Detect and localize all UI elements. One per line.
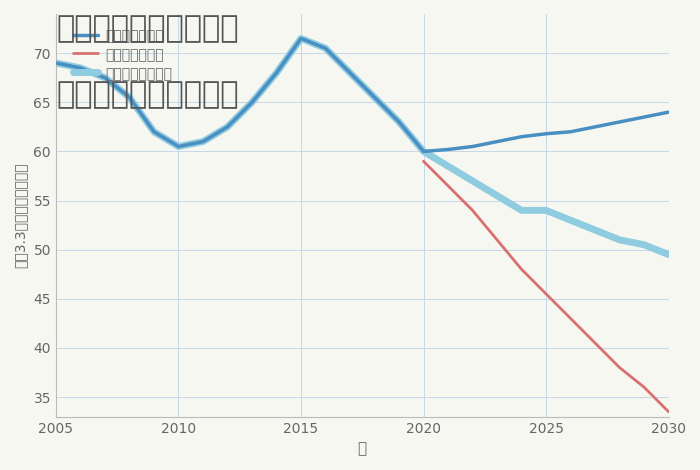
バッドシナリオ — [664, 409, 673, 415]
ノーマルシナリオ — [664, 252, 673, 258]
グッドシナリオ — [664, 110, 673, 115]
グッドシナリオ — [248, 100, 256, 105]
ノーマルシナリオ — [101, 75, 109, 80]
グッドシナリオ — [223, 124, 232, 130]
Line: グッドシナリオ: グッドシナリオ — [56, 39, 668, 151]
X-axis label: 年: 年 — [358, 441, 367, 456]
ノーマルシナリオ — [272, 70, 281, 76]
ノーマルシナリオ — [346, 70, 354, 76]
バッドシナリオ — [566, 316, 575, 321]
ノーマルシナリオ — [395, 119, 403, 125]
グッドシナリオ — [125, 94, 134, 100]
Y-axis label: 坪（3.3㎡）単価（万円）: 坪（3.3㎡）単価（万円） — [14, 163, 28, 268]
ノーマルシナリオ — [517, 208, 526, 213]
ノーマルシナリオ — [444, 164, 452, 169]
グッドシナリオ — [370, 94, 379, 100]
グッドシナリオ — [591, 124, 599, 130]
ノーマルシナリオ — [199, 139, 207, 144]
ノーマルシナリオ — [52, 60, 60, 66]
Legend: グッドシナリオ, バッドシナリオ, ノーマルシナリオ: グッドシナリオ, バッドシナリオ, ノーマルシナリオ — [69, 25, 176, 85]
グッドシナリオ — [542, 131, 550, 137]
グッドシナリオ — [174, 144, 183, 149]
グッドシナリオ — [493, 139, 501, 144]
グッドシナリオ — [346, 70, 354, 76]
グッドシナリオ — [52, 60, 60, 66]
グッドシナリオ — [444, 147, 452, 152]
グッドシナリオ — [468, 144, 477, 149]
ノーマルシナリオ — [297, 36, 305, 41]
ノーマルシナリオ — [591, 227, 599, 233]
Text: 中古戸建ての価格推移: 中古戸建ての価格推移 — [56, 80, 239, 109]
ノーマルシナリオ — [566, 218, 575, 223]
グッドシナリオ — [419, 149, 428, 154]
ノーマルシナリオ — [321, 46, 330, 51]
ノーマルシナリオ — [150, 129, 158, 134]
ノーマルシナリオ — [248, 100, 256, 105]
バッドシナリオ — [493, 237, 501, 243]
バッドシナリオ — [640, 384, 648, 390]
バッドシナリオ — [419, 158, 428, 164]
バッドシナリオ — [542, 291, 550, 297]
バッドシナリオ — [468, 208, 477, 213]
グッドシナリオ — [199, 139, 207, 144]
Line: ノーマルシナリオ: ノーマルシナリオ — [56, 39, 668, 255]
ノーマルシナリオ — [493, 193, 501, 198]
グッドシナリオ — [101, 75, 109, 80]
ノーマルシナリオ — [125, 94, 134, 100]
グッドシナリオ — [321, 46, 330, 51]
ノーマルシナリオ — [223, 124, 232, 130]
Text: 三重県鈴鹿市末広東の: 三重県鈴鹿市末広東の — [56, 14, 239, 43]
Line: バッドシナリオ: バッドシナリオ — [424, 161, 668, 412]
グッドシナリオ — [76, 65, 85, 71]
バッドシナリオ — [615, 365, 624, 370]
ノーマルシナリオ — [542, 208, 550, 213]
ノーマルシナリオ — [615, 237, 624, 243]
ノーマルシナリオ — [76, 65, 85, 71]
グッドシナリオ — [566, 129, 575, 134]
グッドシナリオ — [272, 70, 281, 76]
バッドシナリオ — [517, 266, 526, 272]
ノーマルシナリオ — [640, 242, 648, 248]
バッドシナリオ — [591, 340, 599, 346]
グッドシナリオ — [150, 129, 158, 134]
グッドシナリオ — [615, 119, 624, 125]
ノーマルシナリオ — [468, 178, 477, 184]
バッドシナリオ — [444, 183, 452, 188]
グッドシナリオ — [640, 114, 648, 120]
グッドシナリオ — [297, 36, 305, 41]
ノーマルシナリオ — [370, 94, 379, 100]
ノーマルシナリオ — [174, 144, 183, 149]
グッドシナリオ — [395, 119, 403, 125]
ノーマルシナリオ — [419, 149, 428, 154]
グッドシナリオ — [517, 134, 526, 140]
